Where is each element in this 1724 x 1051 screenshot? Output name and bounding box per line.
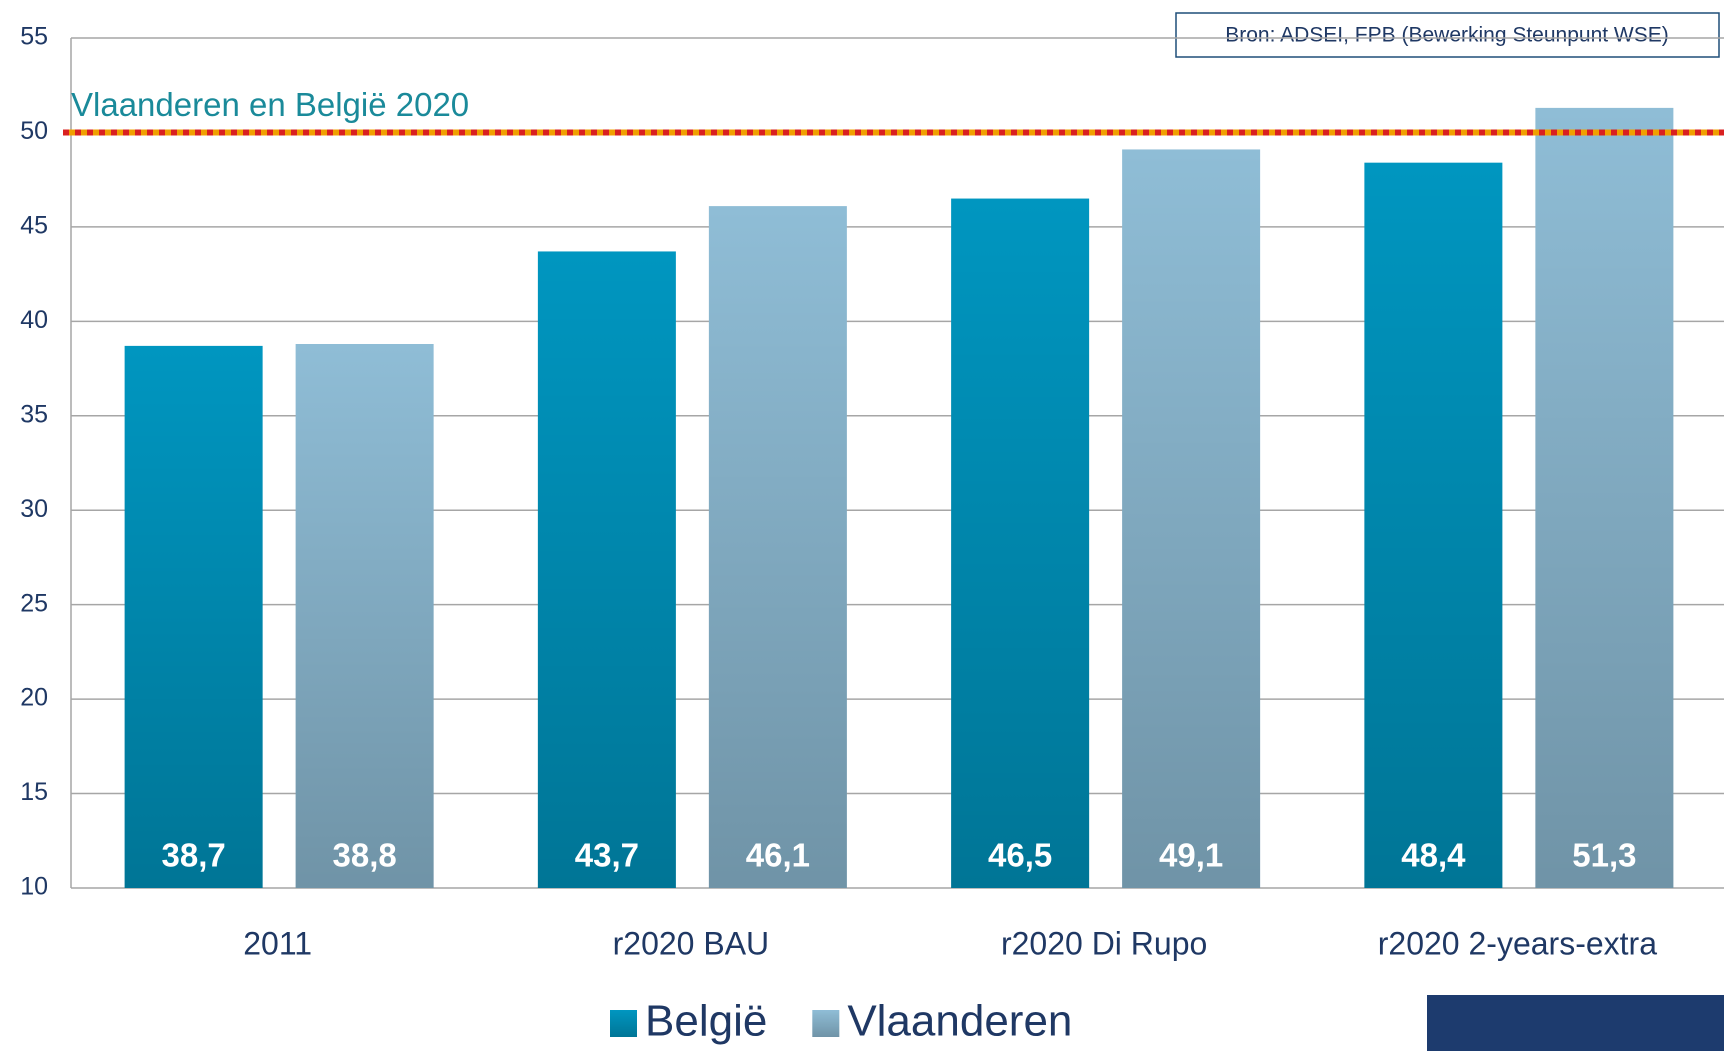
y-tick-label: 25 [20,589,48,617]
y-tick-label: 40 [20,306,48,334]
x-tick-label: r2020 Di Rupo [1001,925,1207,961]
y-tick-label: 55 [20,23,48,51]
value-label: 49,1 [1159,837,1223,874]
x-tick-label: r2020 BAU [613,925,770,961]
x-tick-label: r2020 2-years-extra [1378,925,1657,961]
value-label: 43,7 [575,837,639,874]
y-tick-label: 45 [20,211,48,239]
y-tick-label: 15 [20,778,48,806]
bar-shade [951,198,1090,889]
logo [1427,995,1724,1051]
bar-shade [295,344,434,888]
source: Bron: ADSEI, FPB (Bewerking Steunpunt WS… [1225,24,1669,47]
source-box [1175,12,1720,58]
legend-label: Vlaanderen [847,997,1072,1046]
y-tick-label: 35 [20,400,48,428]
bar-shade [537,251,676,888]
legend-swatch-shade [610,1010,637,1037]
x-tick-label: 2011 [243,925,312,961]
bar-shade [1535,107,1674,888]
bar-shade [124,345,263,888]
value-label: 48,4 [1401,837,1466,874]
value-label: 46,5 [988,837,1052,874]
y-tick-label: 10 [20,873,48,901]
y-tick-label: 30 [20,495,48,523]
legend-label: België [645,997,767,1046]
value-label: 38,7 [162,837,226,874]
y-tick-label: 20 [20,684,48,712]
value-label: 51,3 [1572,837,1636,874]
bar-shade [1122,149,1261,888]
value-label: 38,8 [333,837,397,874]
y-tick-label: 50 [20,117,48,145]
value-label: 46,1 [746,837,810,874]
reference-label: Vlaanderen en België 2020 [71,86,469,123]
bar-shade [708,206,847,889]
legend-swatch-shade [812,1010,840,1037]
bar-shade [1364,162,1503,888]
